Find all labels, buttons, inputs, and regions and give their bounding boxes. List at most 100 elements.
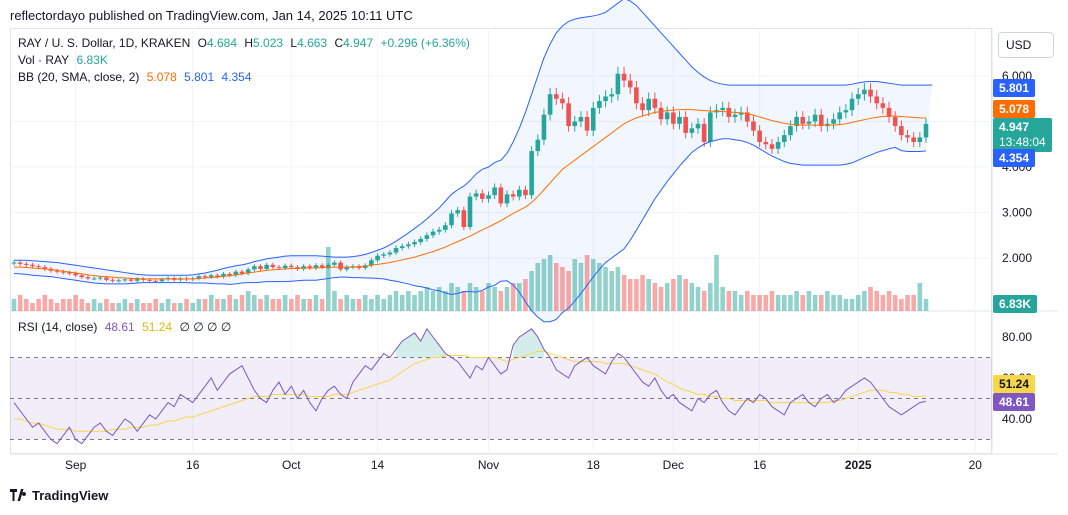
legend-close: 4.947 xyxy=(343,36,374,50)
rsi-ma-line xyxy=(14,350,927,432)
volume-bar xyxy=(504,287,510,311)
rsi-tick-label: 80.00 xyxy=(1002,330,1032,344)
volume-bar xyxy=(646,279,652,311)
candle-body xyxy=(288,265,294,268)
candle-body xyxy=(572,121,578,127)
volume-bar xyxy=(553,263,559,311)
volume-bar xyxy=(597,263,602,311)
candle-body xyxy=(424,235,430,239)
volume-bar xyxy=(590,259,596,311)
candle-body xyxy=(708,112,713,142)
volume-bar xyxy=(837,295,843,311)
candle-body xyxy=(911,137,916,142)
volume-bar xyxy=(640,275,645,311)
volume-bar xyxy=(886,291,892,311)
volume-bar xyxy=(818,295,824,311)
candle-body xyxy=(110,279,115,281)
candle-body xyxy=(658,107,664,120)
volume-legend: Vol · RAY 6.83K xyxy=(18,53,108,67)
volume-bar xyxy=(85,303,91,311)
candle-body xyxy=(547,94,553,115)
candle-body xyxy=(147,279,152,281)
volume-bar xyxy=(54,303,60,311)
volume-bar xyxy=(806,291,812,311)
candle-body xyxy=(381,254,387,256)
volume-bar xyxy=(36,299,41,311)
symbol-legend: RAY / U. S. Dollar, 1D, KRAKEN O4.684 H5… xyxy=(18,36,470,50)
candle-body xyxy=(60,271,66,273)
legend-high: 5.023 xyxy=(253,36,284,50)
volume-bar xyxy=(362,295,368,311)
volume-bar xyxy=(393,291,399,311)
candle-body xyxy=(917,137,923,142)
publish-header: reflectordayo published on TradingView.c… xyxy=(10,8,413,23)
volume-bar xyxy=(227,295,232,311)
volume-bar xyxy=(196,299,202,311)
legend-rsi-extra: ∅ ∅ ∅ ∅ xyxy=(179,320,232,334)
volume-bar xyxy=(17,295,23,311)
candle-body xyxy=(344,267,350,270)
volume-bar xyxy=(307,299,313,311)
bb-lower-line xyxy=(13,138,927,323)
candle-body xyxy=(812,114,818,122)
candle-body xyxy=(843,110,849,113)
candle-body xyxy=(307,266,313,269)
time-tick-label: 18 xyxy=(587,458,601,472)
candle-body xyxy=(646,98,652,111)
candle-body xyxy=(880,103,886,108)
volume-bar xyxy=(535,263,541,311)
volume-bar xyxy=(781,295,787,311)
legend-bb-low: 4.354 xyxy=(221,70,252,84)
candle-body xyxy=(159,279,165,282)
candle-body xyxy=(720,107,725,111)
volume-bar xyxy=(424,287,430,311)
rsi-line xyxy=(13,327,927,445)
currency-button[interactable]: USD xyxy=(998,32,1054,58)
candle-body xyxy=(202,276,208,278)
volume-bar xyxy=(769,291,775,311)
volume-bar xyxy=(480,291,485,311)
candle-body xyxy=(504,194,510,204)
bb-legend: BB (20, SMA, close, 2) 5.078 5.801 4.354 xyxy=(18,70,252,84)
close-price-tag: 4.947 13:48:04 xyxy=(993,118,1052,152)
candle-body xyxy=(609,94,615,97)
candle-body xyxy=(42,267,48,269)
candle-body xyxy=(128,279,134,281)
volume-bar xyxy=(627,279,633,311)
volume-bar xyxy=(578,263,584,311)
volume-bar xyxy=(295,295,300,311)
volume-bar xyxy=(60,299,66,311)
candle-body xyxy=(597,101,602,108)
candle-body xyxy=(510,194,516,197)
volume-bar xyxy=(855,295,861,311)
volume-bar xyxy=(344,295,350,311)
volume-bar xyxy=(104,299,109,311)
volume-bar xyxy=(831,295,836,311)
candle-body xyxy=(153,280,159,282)
volume-bar xyxy=(436,287,442,311)
volume-bar xyxy=(288,299,294,311)
candle-body xyxy=(276,267,282,269)
volume-bar xyxy=(171,303,177,311)
symbol-title: RAY / U. S. Dollar, 1D, KRAKEN xyxy=(18,36,191,50)
candle-body xyxy=(85,277,91,279)
candle-body xyxy=(738,112,744,115)
volume-bar xyxy=(664,283,670,311)
volume-bar xyxy=(615,267,621,311)
volume-bar xyxy=(387,295,393,311)
candle-body xyxy=(652,98,658,108)
volume-bar xyxy=(301,299,306,311)
volume-bar xyxy=(720,287,725,311)
candle-body xyxy=(387,252,393,255)
volume-bar xyxy=(430,291,436,311)
volume-bar xyxy=(369,299,374,311)
candle-body xyxy=(467,196,473,228)
candle-body xyxy=(590,107,596,131)
candle-body xyxy=(215,275,220,277)
volume-bar xyxy=(868,287,873,311)
volume-bar xyxy=(221,299,226,311)
volume-bar xyxy=(165,299,171,311)
candle-body xyxy=(30,264,35,267)
volume-bar xyxy=(449,283,454,311)
